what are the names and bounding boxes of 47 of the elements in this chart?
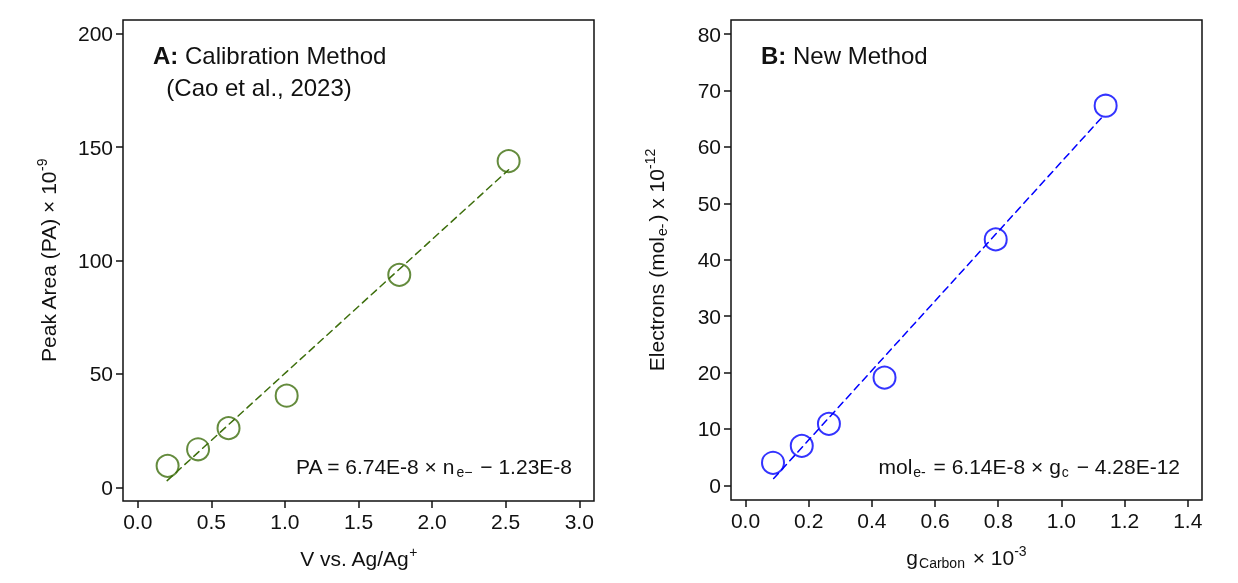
- x-tick-label: 3.0: [564, 510, 594, 533]
- text: (Cao et al., 2023): [153, 73, 352, 101]
- x-tick-label: 1.0: [1046, 509, 1077, 532]
- x-tick-label: 1.4: [1173, 509, 1203, 532]
- point: [216, 416, 241, 441]
- y-axis-title: Peak Area (PA) × 10-9: [34, 158, 60, 362]
- y-tick-label: 40: [697, 248, 721, 272]
- point: [761, 450, 786, 475]
- y-axis-title: Electrons (mole-) x 10-12: [642, 148, 670, 372]
- x-tick-label: 0.2: [794, 509, 824, 532]
- x-tick-label: 1.0: [270, 510, 300, 533]
- y-tick-label: 50: [89, 362, 113, 386]
- y-tick-label: 0: [101, 475, 113, 499]
- y-tick-label: 10: [697, 417, 721, 441]
- text: B: New Method: [761, 41, 928, 69]
- x-axis-title: V vs. Ag/Ag+: [300, 544, 418, 570]
- x-tick-label: 1.2: [1110, 509, 1140, 532]
- point: [1093, 93, 1118, 118]
- point: [274, 383, 299, 408]
- y-tick-label: 150: [77, 135, 113, 159]
- point: [155, 453, 180, 478]
- point: [816, 411, 841, 436]
- x-tick-label: 2.5: [491, 510, 521, 533]
- x-tick-label: 1.5: [343, 510, 374, 533]
- point: [387, 262, 412, 287]
- x-tick-label: 0.5: [196, 510, 226, 533]
- point: [872, 365, 897, 390]
- x-tick-label: 0.0: [730, 509, 761, 532]
- y-tick-label: 20: [697, 361, 721, 385]
- point: [789, 433, 814, 458]
- point: [186, 437, 211, 462]
- y-tick-label: 200: [77, 22, 113, 46]
- y-tick-label: 70: [697, 79, 721, 103]
- x-tick-label: 2.0: [417, 510, 447, 533]
- point: [983, 227, 1008, 252]
- y-tick-label: 100: [77, 249, 113, 272]
- x-tick-label: 0.6: [920, 509, 950, 532]
- x-tick-label: 0.4: [857, 509, 887, 532]
- text: A: Calibration Method: [153, 41, 387, 69]
- y-tick-label: 0: [709, 473, 721, 497]
- x-tick-label: 0.0: [123, 510, 153, 533]
- y-tick-label: 30: [697, 304, 721, 328]
- x-tick-label: 0.8: [983, 509, 1013, 532]
- point: [496, 149, 521, 174]
- y-tick-label: 50: [697, 191, 721, 215]
- y-tick-label: 60: [697, 135, 721, 159]
- y-tick-label: 80: [697, 22, 721, 46]
